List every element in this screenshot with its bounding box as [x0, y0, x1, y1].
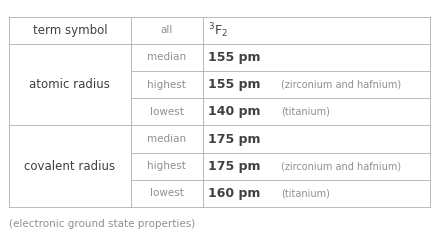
- Text: 160 pm: 160 pm: [208, 187, 260, 200]
- Text: median: median: [147, 134, 186, 144]
- Text: all: all: [160, 25, 173, 35]
- Text: (electronic ground state properties): (electronic ground state properties): [9, 219, 194, 229]
- Text: lowest: lowest: [149, 107, 184, 117]
- Text: highest: highest: [147, 161, 186, 171]
- Text: atomic radius: atomic radius: [29, 78, 110, 91]
- Text: 175 pm: 175 pm: [208, 133, 260, 146]
- Text: 155 pm: 155 pm: [208, 78, 260, 91]
- Text: (zirconium and hafnium): (zirconium and hafnium): [280, 80, 400, 90]
- Text: 155 pm: 155 pm: [208, 51, 260, 64]
- Text: (titanium): (titanium): [280, 188, 329, 198]
- Text: highest: highest: [147, 80, 186, 90]
- Text: median: median: [147, 52, 186, 62]
- Text: (zirconium and hafnium): (zirconium and hafnium): [280, 161, 400, 171]
- Text: covalent radius: covalent radius: [24, 160, 115, 173]
- Text: (titanium): (titanium): [280, 107, 329, 117]
- Text: term symbol: term symbol: [32, 24, 107, 37]
- Text: 175 pm: 175 pm: [208, 160, 260, 173]
- Text: lowest: lowest: [149, 188, 184, 198]
- Text: $^3$F$_2$: $^3$F$_2$: [208, 21, 227, 40]
- Text: 140 pm: 140 pm: [208, 105, 260, 118]
